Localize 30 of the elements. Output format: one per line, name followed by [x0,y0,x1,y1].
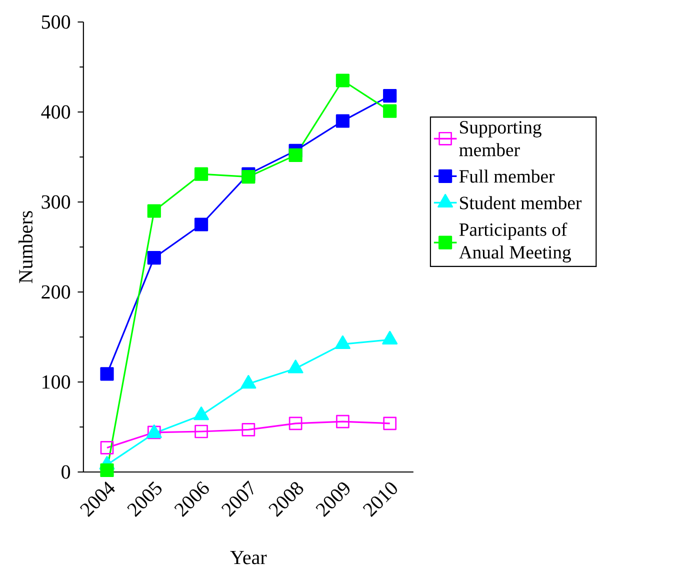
point [147,204,161,218]
legend-label: Full member [459,170,555,183]
point [336,114,350,128]
point [383,416,397,430]
legend-label: Supporting member [459,121,542,156]
point [336,74,350,88]
legend-label: Student member [460,196,582,210]
point [242,170,256,184]
y-tick-label: 400 [41,105,70,119]
y-tick-label: 500 [42,15,70,29]
y-tick-label: 200 [42,285,70,299]
y-tick-label: 0 [62,465,70,479]
point [100,441,114,454]
point [100,367,114,381]
x-axis-title: Year [230,550,267,564]
point [194,218,208,232]
y-axis-title: Numbers [18,211,33,284]
point [194,167,208,181]
point [288,148,302,162]
point [194,424,208,438]
point [383,89,397,103]
point [288,416,302,430]
y-tick-label: 300 [42,195,70,209]
point [242,423,256,436]
point [100,463,114,477]
y-tick-label: 100 [42,375,70,389]
point [383,104,397,118]
point [336,414,350,428]
point [147,251,161,265]
legend-label: Participants of Anual Meeting [459,222,571,262]
